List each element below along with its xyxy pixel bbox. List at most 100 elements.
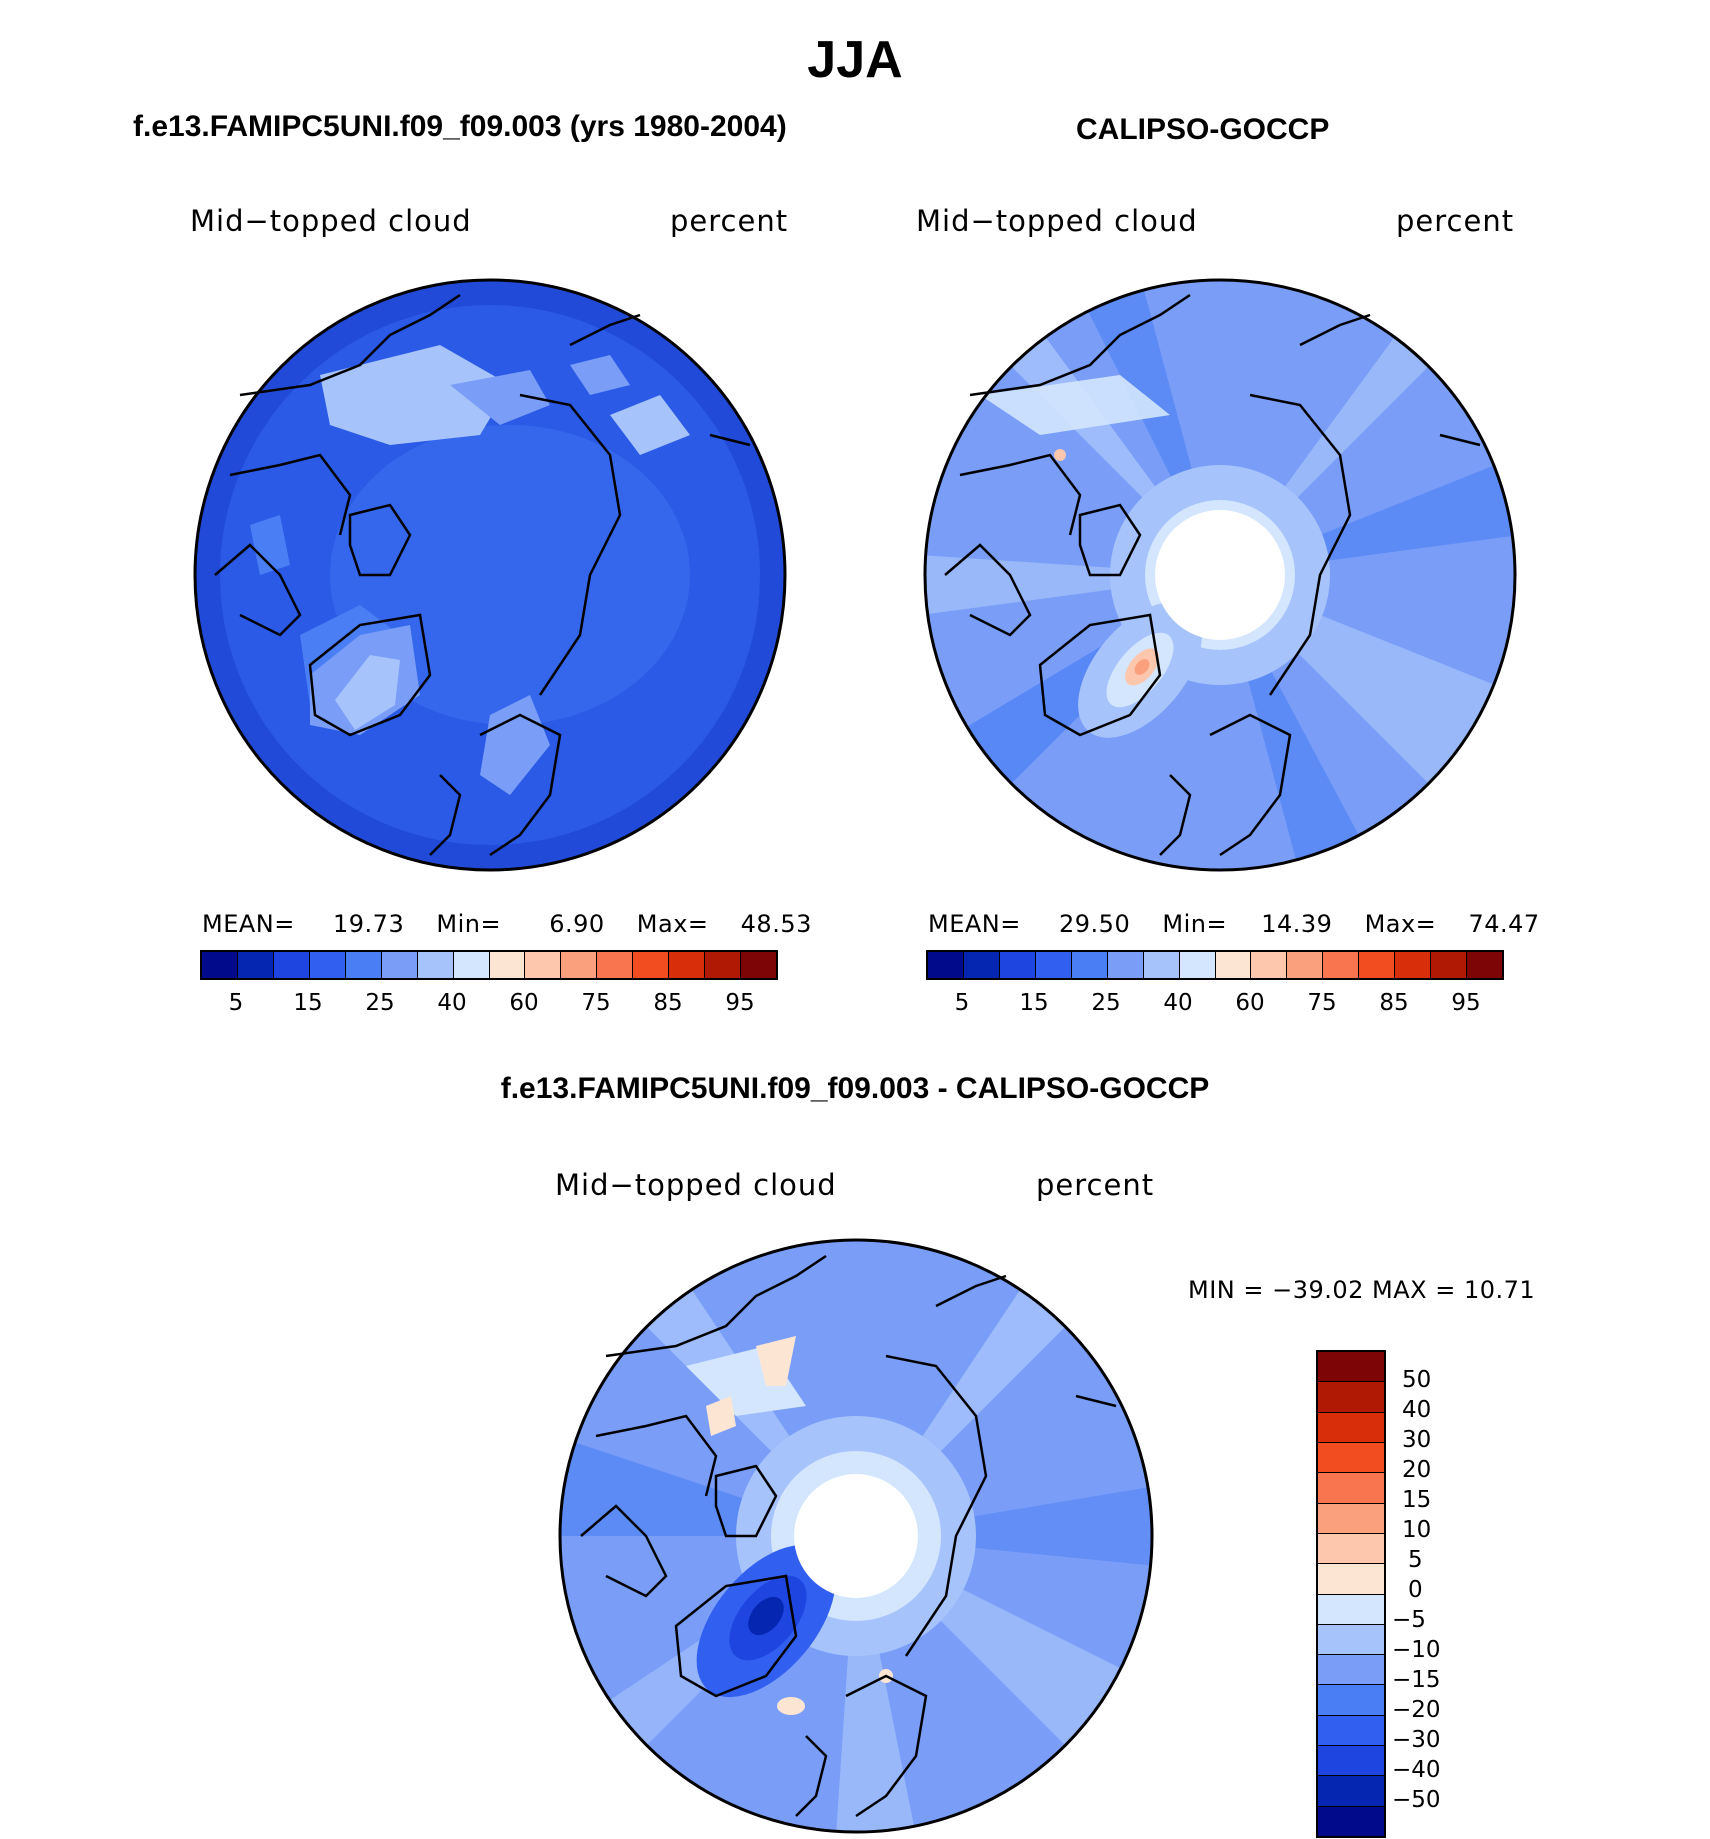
model-variable-label: Mid−topped cloud xyxy=(190,204,472,238)
colorbar-swatch xyxy=(309,952,346,978)
colorbar-swatch xyxy=(999,952,1036,978)
obs-panel-header: CALIPSO-GOCCP xyxy=(1076,113,1330,146)
colorbar-swatch xyxy=(1318,1412,1384,1443)
colorbar-swatch xyxy=(1395,952,1432,978)
model-panel-header: f.e13.FAMIPC5UNI.f09_f09.003 (yrs 1980-2… xyxy=(133,110,787,143)
colorbar-tick: 25 xyxy=(1091,990,1121,1016)
colorbar-swatch xyxy=(928,952,964,978)
colorbar-swatch xyxy=(1215,952,1252,978)
model-colorbar xyxy=(200,950,778,980)
colorbar-tick: −5 xyxy=(1392,1607,1426,1633)
colorbar-swatch xyxy=(669,952,706,978)
obs-variable-label: Mid−topped cloud xyxy=(916,204,1198,238)
obs-polar-map xyxy=(923,278,1517,872)
colorbar-tick: 75 xyxy=(581,990,611,1016)
colorbar-swatch xyxy=(453,952,490,978)
colorbar-tick: 15 xyxy=(293,990,323,1016)
colorbar-swatch xyxy=(963,952,1000,978)
diff-min-max: MIN = −39.02 MAX = 10.71 xyxy=(1188,1276,1536,1304)
colorbar-swatch xyxy=(237,952,274,978)
colorbar-swatch xyxy=(1318,1564,1384,1595)
colorbar-swatch xyxy=(1318,1685,1384,1716)
model-mean-value: 19.73 xyxy=(333,910,405,938)
colorbar-tick: 75 xyxy=(1307,990,1337,1016)
colorbar-tick: 15 xyxy=(1019,990,1049,1016)
colorbar-tick: 85 xyxy=(1379,990,1409,1016)
colorbar-tick: 40 xyxy=(1163,990,1193,1016)
colorbar-tick: 25 xyxy=(365,990,395,1016)
colorbar-swatch xyxy=(1318,1746,1384,1777)
colorbar-swatch xyxy=(1318,1655,1384,1686)
colorbar-swatch xyxy=(1323,952,1360,978)
colorbar-swatch xyxy=(741,952,776,978)
colorbar-swatch xyxy=(1318,1715,1384,1747)
model-min-label: Min= xyxy=(436,910,502,938)
colorbar-tick: −40 xyxy=(1392,1757,1441,1783)
colorbar-swatch xyxy=(417,952,454,978)
colorbar-swatch xyxy=(202,952,238,978)
colorbar-swatch xyxy=(1179,952,1216,978)
obs-units-label: percent xyxy=(1396,204,1515,238)
colorbar-tick: 30 xyxy=(1402,1427,1432,1453)
colorbar-tick: −15 xyxy=(1392,1667,1441,1693)
model-units-label: percent xyxy=(670,204,789,238)
colorbar-tick: 5 xyxy=(228,990,244,1016)
colorbar-swatch xyxy=(1359,952,1396,978)
obs-colorbar-ticks: 5 15 25 40 60 75 85 95 xyxy=(926,990,1504,1020)
model-max-label: Max= xyxy=(636,910,709,938)
obs-mean-label: MEAN= xyxy=(928,910,1021,938)
colorbar-tick: 60 xyxy=(509,990,539,1016)
model-min-value: 6.90 xyxy=(549,910,605,938)
colorbar-tick: 10 xyxy=(1402,1517,1432,1543)
colorbar-tick: −50 xyxy=(1392,1787,1441,1813)
colorbar-tick: 40 xyxy=(437,990,467,1016)
obs-min-label: Min= xyxy=(1162,910,1228,938)
colorbar-swatch xyxy=(1467,952,1502,978)
colorbar-swatch xyxy=(1318,1776,1384,1807)
model-mean-label: MEAN= xyxy=(202,910,295,938)
colorbar-swatch xyxy=(1143,952,1180,978)
colorbar-tick: −10 xyxy=(1392,1637,1441,1663)
colorbar-swatch xyxy=(633,952,670,978)
colorbar-tick: 95 xyxy=(725,990,755,1016)
colorbar-swatch xyxy=(1318,1352,1384,1383)
colorbar-swatch xyxy=(1287,952,1324,978)
colorbar-tick: 40 xyxy=(1402,1397,1432,1423)
obs-colorbar xyxy=(926,950,1504,980)
colorbar-swatch xyxy=(1318,1442,1384,1474)
colorbar-swatch xyxy=(1431,952,1468,978)
diff-panel-header: f.e13.FAMIPC5UNI.f09_f09.003 - CALIPSO-G… xyxy=(500,1072,1210,1105)
obs-min-value: 14.39 xyxy=(1261,910,1333,938)
colorbar-swatch xyxy=(1035,952,1072,978)
colorbar-tick: 60 xyxy=(1235,990,1265,1016)
colorbar-swatch xyxy=(705,952,742,978)
model-max-value: 48.53 xyxy=(740,910,812,938)
diff-units-label: percent xyxy=(1036,1168,1155,1202)
model-colorbar-ticks: 5 15 25 40 60 75 85 95 xyxy=(200,990,778,1020)
colorbar-tick: 0 xyxy=(1408,1577,1423,1603)
diff-colorbar xyxy=(1316,1350,1386,1838)
colorbar-swatch xyxy=(1318,1503,1384,1534)
colorbar-swatch xyxy=(345,952,382,978)
colorbar-swatch xyxy=(1318,1382,1384,1413)
obs-max-value: 74.47 xyxy=(1468,910,1540,938)
colorbar-tick: 15 xyxy=(1402,1487,1432,1513)
colorbar-swatch xyxy=(1318,1473,1384,1504)
colorbar-tick: 50 xyxy=(1402,1367,1432,1393)
diff-variable-label: Mid−topped cloud xyxy=(555,1168,837,1202)
diff-polar-map xyxy=(558,1238,1154,1834)
colorbar-swatch xyxy=(381,952,418,978)
colorbar-swatch xyxy=(273,952,310,978)
colorbar-tick: −20 xyxy=(1392,1697,1441,1723)
colorbar-swatch xyxy=(1071,952,1108,978)
obs-max-label: Max= xyxy=(1364,910,1437,938)
colorbar-swatch xyxy=(525,952,562,978)
colorbar-tick: 95 xyxy=(1451,990,1481,1016)
model-polar-map xyxy=(193,278,787,872)
colorbar-swatch xyxy=(561,952,598,978)
colorbar-swatch xyxy=(489,952,526,978)
obs-mean-value: 29.50 xyxy=(1059,910,1131,938)
colorbar-swatch xyxy=(1318,1533,1384,1565)
colorbar-tick: −30 xyxy=(1392,1727,1441,1753)
diff-colorbar-ticks: 50 40 30 20 15 10 5 0 −5 −10 −15 −20 −30… xyxy=(1392,1350,1492,1834)
